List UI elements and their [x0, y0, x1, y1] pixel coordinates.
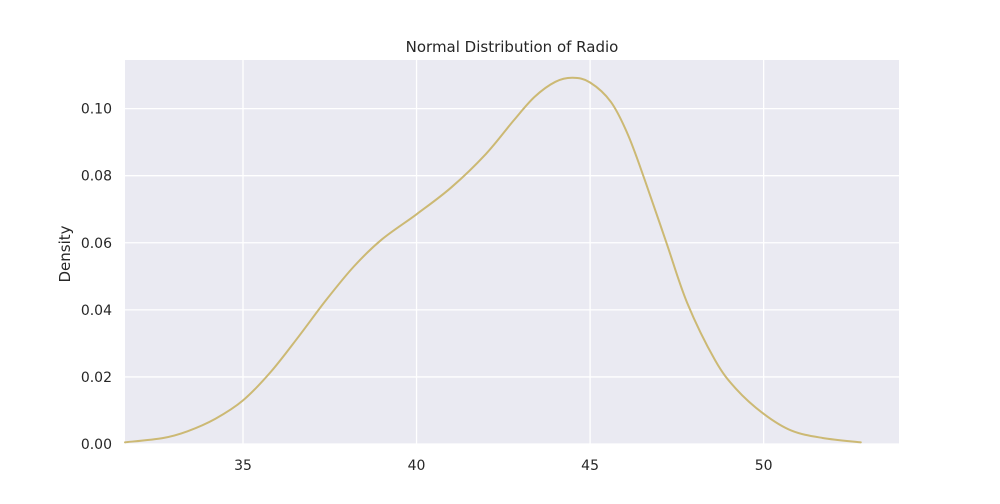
y-tick-label: 0.06 — [81, 236, 112, 252]
chart-title: Normal Distribution of Radio — [406, 38, 619, 56]
y-tick-label: 0.00 — [81, 437, 112, 453]
tick-labels: 35 40 45 50 0.00 0.02 0.04 0.06 0.08 0.10 — [81, 102, 773, 474]
y-tick-label: 0.04 — [81, 303, 112, 319]
x-tick-label: 35 — [234, 458, 252, 474]
density-curve — [124, 76, 862, 444]
plot-background — [125, 60, 899, 444]
y-axis-label: Density — [56, 225, 74, 282]
x-tick-label: 50 — [755, 458, 773, 474]
x-tick-label: 40 — [408, 458, 426, 474]
series-layer — [124, 76, 862, 444]
x-tick-label: 45 — [581, 458, 599, 474]
y-tick-label: 0.08 — [81, 169, 112, 185]
grid-lines — [125, 60, 899, 445]
y-tick-label: 0.02 — [81, 370, 112, 386]
y-tick-label: 0.10 — [81, 102, 112, 118]
